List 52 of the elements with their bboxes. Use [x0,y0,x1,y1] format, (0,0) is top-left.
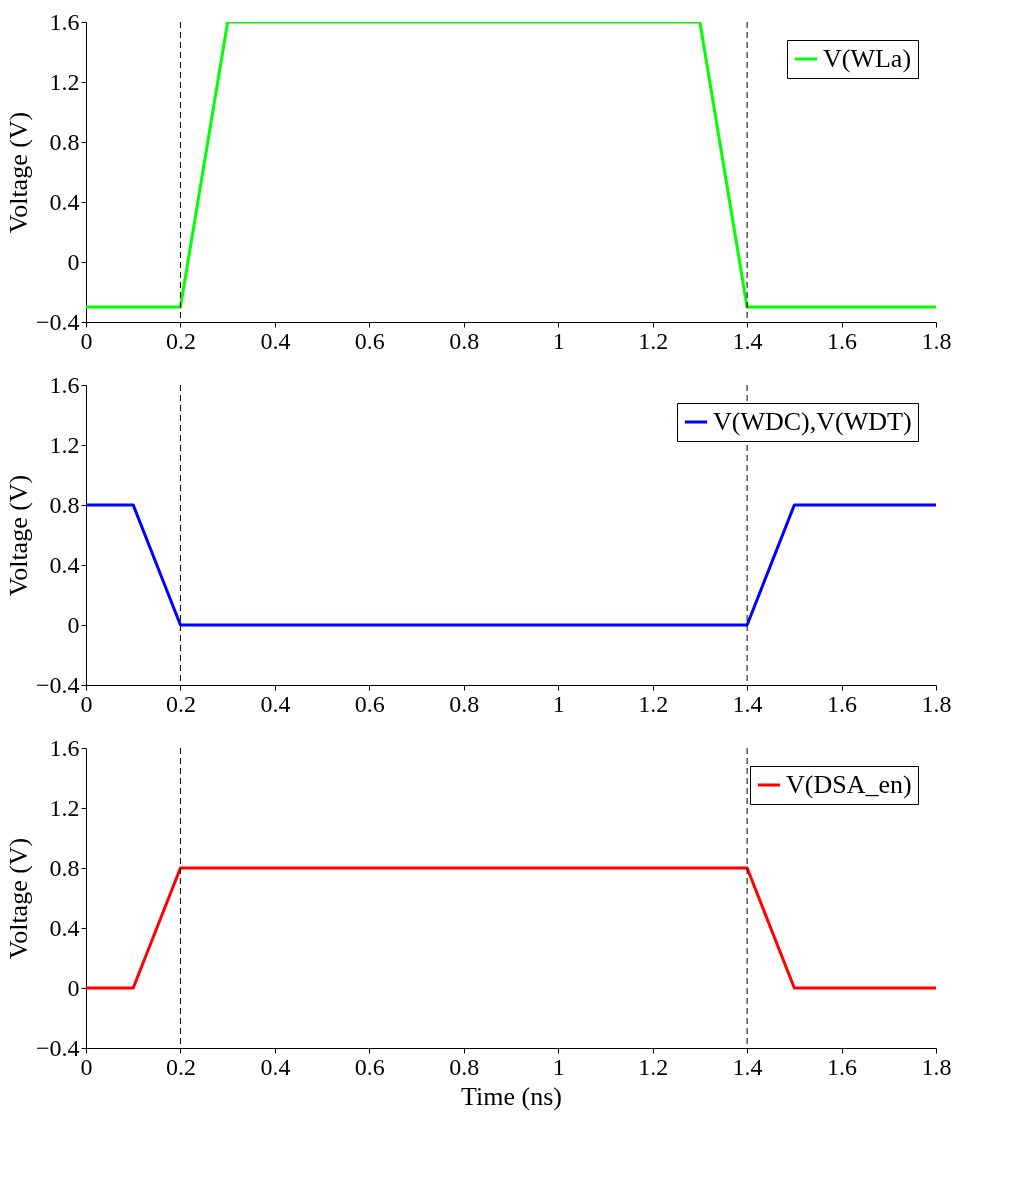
y-axis-title: Voltage (V) [3,837,33,960]
y-tick-label: 0.4 [49,551,80,578]
y-tick-label: 0.4 [49,914,80,941]
y-tick-label: −0.4 [35,1034,80,1061]
x-tick-label: 0.2 [165,1053,196,1080]
x-tick-label: 0.6 [354,690,385,717]
x-tick-label: 1.4 [732,1053,763,1080]
x-tick-label: 0.4 [260,690,291,717]
y-tick-label: 0 [67,974,80,1001]
x-tick-label: 1.6 [827,1053,858,1080]
y-tick-label: 0.8 [49,854,80,881]
x-tick-label: 0.6 [354,1053,385,1080]
x-tick-label: 1.2 [638,327,669,354]
y-tick-label: −0.4 [35,671,80,698]
y-tick-label: 1.2 [49,68,80,95]
x-tick-label: 0.4 [260,327,291,354]
y-axis-title: Voltage (V) [3,111,33,234]
y-tick-label: 1.2 [49,794,80,821]
x-tick-label: 1.4 [732,327,763,354]
x-axis-title: Time (ns) [461,1081,562,1111]
y-tick-label: 0 [67,611,80,638]
x-tick-label: 1.4 [732,690,763,717]
x-tick-label: 0.6 [354,327,385,354]
y-tick-label: 1.2 [49,431,80,458]
x-tick-label: 0.8 [449,327,480,354]
x-tick-label: 0.8 [449,690,480,717]
y-tick-label: 1.6 [49,8,80,35]
x-tick-label: 1.2 [638,1053,669,1080]
x-tick-label: 1.8 [921,690,952,717]
x-tick-label: 1.6 [827,690,858,717]
x-tick-label: 1 [552,327,565,354]
y-tick-label: −0.4 [35,308,80,335]
x-tick-label: 1.8 [921,327,952,354]
legend-label: V(WDC),V(WDT) [713,407,912,436]
y-tick-label: 1.6 [49,734,80,761]
x-tick-label: 1.6 [827,327,858,354]
x-tick-label: 0.4 [260,1053,291,1080]
x-tick-label: 0.2 [165,327,196,354]
legend-label: V(DSA_en) [786,770,912,799]
x-tick-label: 1.8 [921,1053,952,1080]
x-tick-label: 1 [552,690,565,717]
x-tick-label: 0.8 [449,1053,480,1080]
legend-label: V(WLa) [823,44,912,73]
x-tick-label: 1 [552,1053,565,1080]
y-tick-label: 0 [67,248,80,275]
y-tick-label: 0.8 [49,491,80,518]
y-tick-label: 1.6 [49,371,80,398]
x-tick-label: 0.2 [165,690,196,717]
y-tick-label: 0.8 [49,128,80,155]
y-axis-title: Voltage (V) [3,474,33,597]
x-tick-label: 1.2 [638,690,669,717]
y-tick-label: 0.4 [49,188,80,215]
